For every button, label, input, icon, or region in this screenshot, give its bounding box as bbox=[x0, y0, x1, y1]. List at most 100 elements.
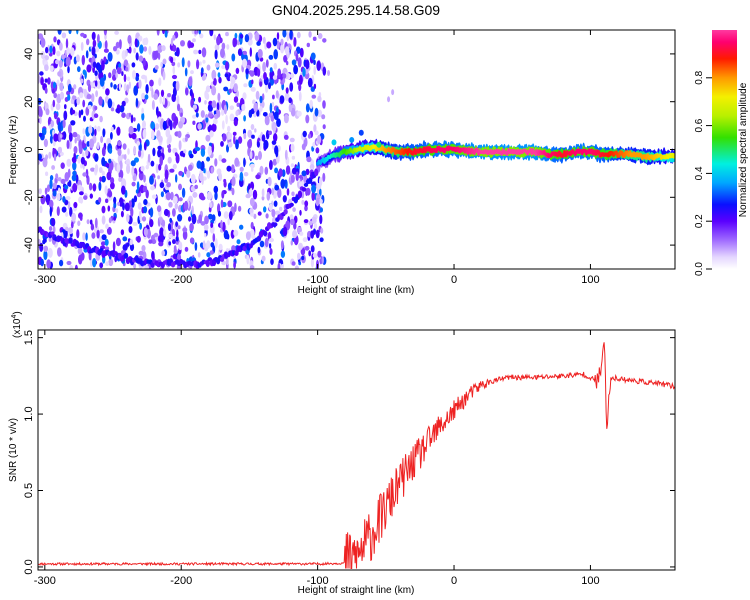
noise-speckle bbox=[282, 77, 286, 84]
noise-speckle bbox=[65, 196, 71, 201]
noise-speckle bbox=[265, 59, 269, 68]
noise-speckle bbox=[60, 178, 66, 184]
noise-speckle bbox=[319, 198, 323, 204]
noise-speckle bbox=[310, 257, 314, 268]
noise-speckle bbox=[206, 191, 213, 200]
noise-speckle bbox=[196, 59, 200, 70]
noise-speckle bbox=[105, 223, 109, 230]
noise-speckle bbox=[223, 86, 229, 92]
noise-speckle bbox=[275, 147, 279, 158]
noise-speckle bbox=[313, 65, 317, 75]
noise-speckle bbox=[290, 240, 293, 246]
noise-speckle bbox=[231, 53, 236, 62]
noise-speckle bbox=[291, 261, 296, 266]
noise-speckle bbox=[189, 237, 195, 244]
noise-speckle bbox=[83, 115, 86, 122]
noise-speckle bbox=[165, 128, 171, 138]
noise-speckle bbox=[305, 187, 311, 196]
noise-speckle bbox=[231, 187, 235, 196]
noise-speckle bbox=[242, 92, 247, 100]
noise-speckle bbox=[59, 91, 65, 100]
noise-speckle bbox=[123, 154, 127, 160]
noise-speckle bbox=[53, 36, 57, 43]
noise-speckle bbox=[220, 219, 223, 230]
noise-speckle bbox=[308, 31, 312, 38]
noise-speckle bbox=[134, 38, 138, 48]
noise-speckle bbox=[280, 43, 285, 54]
noise-speckle bbox=[322, 100, 326, 109]
noise-speckle bbox=[210, 242, 215, 248]
noise-speckle bbox=[192, 104, 198, 110]
noise-speckle bbox=[264, 115, 270, 126]
noise-speckle bbox=[52, 99, 56, 108]
noise-speckle bbox=[177, 130, 182, 139]
noise-speckle bbox=[62, 196, 66, 203]
noise-speckle bbox=[172, 147, 178, 154]
noise-speckle bbox=[170, 191, 174, 201]
noise-speckle bbox=[133, 117, 136, 122]
noise-speckle bbox=[315, 147, 320, 154]
y-tick-label: 20 bbox=[23, 96, 35, 108]
noise-speckle bbox=[322, 38, 327, 43]
noise-speckle bbox=[77, 220, 81, 227]
noise-speckle bbox=[143, 199, 148, 206]
noise-speckle bbox=[150, 160, 155, 167]
noise-speckle bbox=[199, 33, 204, 39]
noise-speckle bbox=[209, 30, 214, 37]
noise-speckle bbox=[243, 157, 246, 168]
noise-speckle bbox=[193, 49, 199, 55]
noise-speckle bbox=[172, 195, 178, 204]
noise-speckle bbox=[158, 77, 162, 87]
noise-speckle bbox=[128, 226, 133, 233]
noise-speckle bbox=[40, 258, 44, 267]
noise-speckle bbox=[257, 48, 263, 59]
noise-speckle bbox=[277, 68, 282, 78]
noise-speckle bbox=[143, 206, 148, 214]
noise-speckle bbox=[116, 126, 121, 136]
noise-speckle bbox=[143, 141, 147, 151]
noise-speckle bbox=[315, 197, 320, 205]
noise-speckle bbox=[77, 155, 81, 164]
chirp-mark bbox=[68, 237, 73, 244]
noise-speckle bbox=[64, 104, 67, 110]
svg-text:(x104): (x104) bbox=[11, 311, 23, 338]
spectrogram-x-label: Height of straight line (km) bbox=[298, 285, 415, 296]
noise-speckle bbox=[284, 46, 290, 55]
noise-speckle bbox=[80, 163, 83, 169]
noise-speckle bbox=[189, 222, 194, 232]
noise-speckle bbox=[206, 240, 211, 249]
noise-speckle bbox=[313, 83, 317, 89]
noise-speckle bbox=[178, 197, 183, 202]
noise-speckle bbox=[276, 40, 280, 50]
x-tick-label: -200 bbox=[170, 575, 192, 587]
noise-speckle bbox=[101, 175, 106, 183]
colorbar-tick-label: 0.4 bbox=[694, 166, 705, 180]
noise-speckle bbox=[217, 203, 221, 214]
noise-speckle bbox=[220, 141, 224, 147]
noise-speckle bbox=[166, 182, 172, 188]
noise-speckle bbox=[157, 135, 163, 143]
noise-speckle bbox=[43, 245, 49, 252]
noise-speckle bbox=[245, 193, 251, 199]
noise-speckle bbox=[121, 71, 124, 76]
noise-speckle bbox=[78, 212, 83, 219]
noise-speckle bbox=[133, 85, 139, 96]
chirp-mark bbox=[205, 259, 210, 268]
noise-speckle bbox=[198, 214, 203, 224]
noise-speckle bbox=[143, 46, 148, 52]
noise-speckle bbox=[126, 213, 130, 223]
noise-speckle bbox=[63, 110, 68, 121]
noise-speckle bbox=[189, 42, 195, 48]
noise-speckle bbox=[168, 119, 172, 127]
noise-speckle bbox=[188, 76, 193, 87]
noise-speckle bbox=[181, 57, 185, 68]
noise-speckle bbox=[145, 84, 149, 94]
noise-speckle bbox=[83, 195, 88, 201]
noise-speckle bbox=[38, 188, 42, 195]
noise-speckle bbox=[49, 134, 54, 144]
noise-speckle bbox=[141, 74, 147, 80]
noise-speckle bbox=[327, 70, 331, 77]
noise-speckle bbox=[182, 230, 188, 240]
chirp-mark bbox=[289, 202, 294, 207]
noise-speckle bbox=[108, 72, 112, 79]
